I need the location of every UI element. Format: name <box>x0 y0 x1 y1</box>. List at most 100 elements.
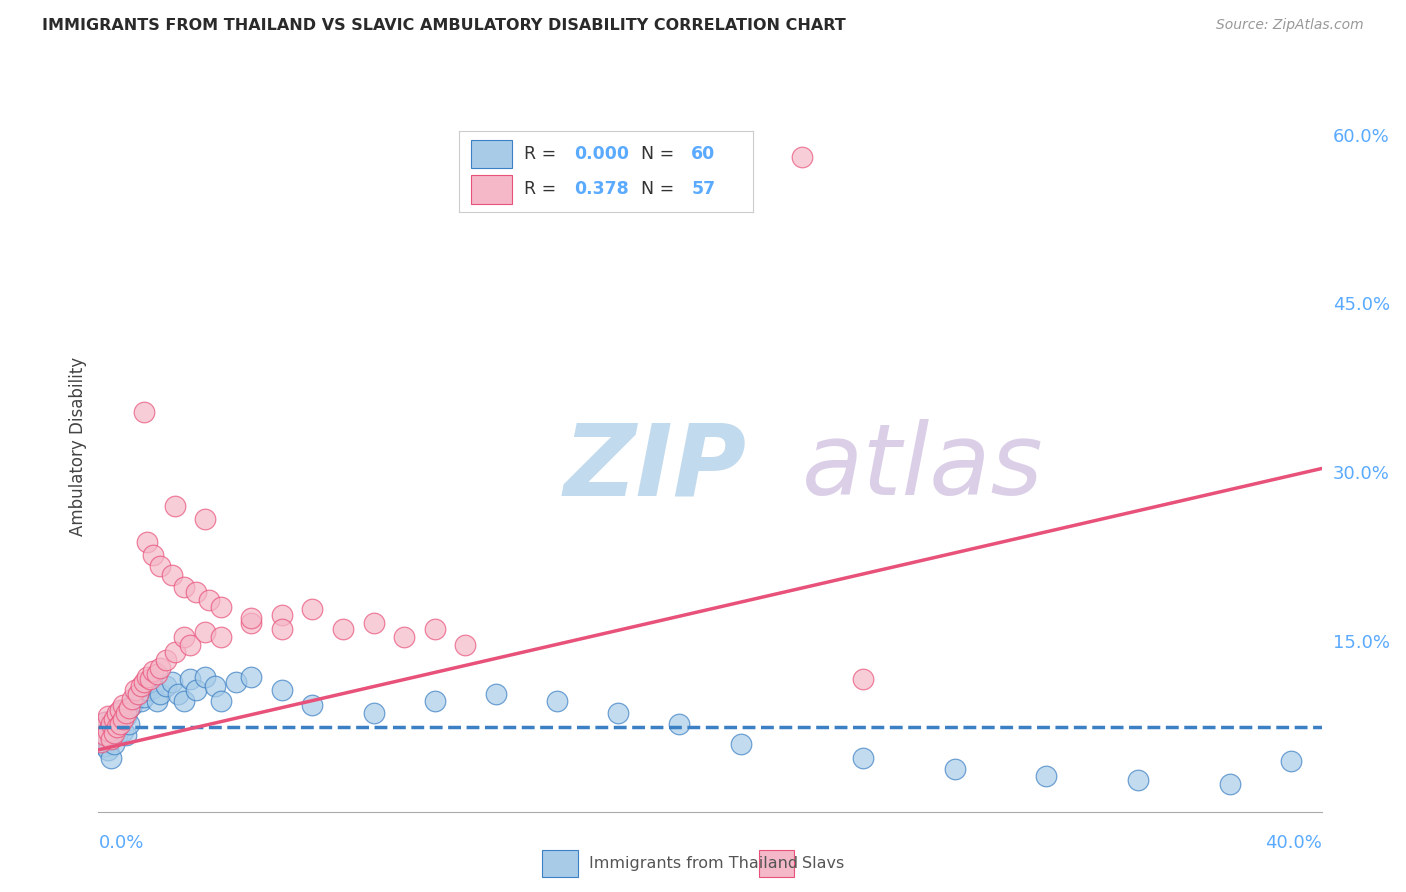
Point <box>97 709 120 723</box>
FancyBboxPatch shape <box>543 850 578 877</box>
Point <box>1279 754 1302 768</box>
Point <box>149 559 172 574</box>
Point <box>93 714 115 729</box>
Text: Immigrants from Thailand: Immigrants from Thailand <box>589 855 799 871</box>
Point <box>139 672 162 686</box>
Point <box>160 675 183 690</box>
Text: 40.0%: 40.0% <box>1265 834 1322 852</box>
Point <box>197 593 219 607</box>
Text: N =: N = <box>641 180 681 198</box>
FancyBboxPatch shape <box>471 175 512 204</box>
Point <box>186 585 208 599</box>
Point <box>149 661 172 675</box>
Point <box>1128 773 1150 788</box>
Text: ZIP: ZIP <box>564 419 747 516</box>
Text: Source: ZipAtlas.com: Source: ZipAtlas.com <box>1216 18 1364 32</box>
Point <box>108 720 131 734</box>
Text: R =: R = <box>524 180 567 198</box>
Point <box>179 638 201 652</box>
Point <box>546 694 568 708</box>
Point <box>105 728 128 742</box>
Point <box>163 645 186 659</box>
Point <box>423 623 446 637</box>
Point <box>103 713 125 727</box>
Point <box>301 698 323 712</box>
Point <box>111 713 134 727</box>
Point <box>100 717 122 731</box>
Point <box>121 692 143 706</box>
Point <box>111 723 134 738</box>
Point <box>668 717 690 731</box>
Text: 57: 57 <box>692 180 716 198</box>
Point <box>852 750 875 764</box>
Point <box>186 683 208 698</box>
Point <box>129 694 152 708</box>
Point <box>108 706 131 720</box>
Point <box>194 512 217 526</box>
Text: 15.0%: 15.0% <box>1333 634 1391 652</box>
Text: Slavs: Slavs <box>801 855 844 871</box>
Point <box>163 499 186 513</box>
Point <box>115 709 138 723</box>
Point <box>194 670 217 684</box>
Point <box>136 534 159 549</box>
Point <box>103 726 125 740</box>
Point <box>852 672 875 686</box>
Point <box>118 701 141 715</box>
Point <box>93 739 115 754</box>
Point <box>607 706 630 720</box>
Point <box>240 615 263 630</box>
Point <box>149 687 172 701</box>
Point <box>155 679 177 693</box>
Point <box>108 717 131 731</box>
Point <box>100 717 122 731</box>
Point <box>270 683 292 698</box>
Point <box>1219 776 1241 790</box>
Point <box>90 720 112 734</box>
Point <box>105 720 128 734</box>
Point <box>105 709 128 723</box>
Point <box>90 735 112 749</box>
Point <box>270 623 292 637</box>
Point <box>90 731 112 746</box>
Point <box>127 687 149 701</box>
Point <box>124 692 146 706</box>
Text: 45.0%: 45.0% <box>1333 296 1391 314</box>
Point <box>1035 769 1057 783</box>
Point <box>118 717 141 731</box>
Point <box>111 698 134 712</box>
Point <box>118 701 141 715</box>
Text: 0.0%: 0.0% <box>98 834 143 852</box>
Point <box>173 630 195 644</box>
Point <box>100 731 122 746</box>
Point <box>209 694 232 708</box>
Point <box>209 599 232 614</box>
Point <box>115 728 138 742</box>
Point <box>142 681 165 695</box>
Point <box>225 675 247 690</box>
Point <box>392 630 416 644</box>
Point <box>363 706 385 720</box>
FancyBboxPatch shape <box>471 139 512 169</box>
Point <box>100 731 122 746</box>
Point <box>136 683 159 698</box>
Text: IMMIGRANTS FROM THAILAND VS SLAVIC AMBULATORY DISABILITY CORRELATION CHART: IMMIGRANTS FROM THAILAND VS SLAVIC AMBUL… <box>42 18 846 33</box>
Text: atlas: atlas <box>801 419 1043 516</box>
Point <box>204 679 226 693</box>
Text: 60: 60 <box>692 145 716 163</box>
Point <box>129 679 152 693</box>
Point <box>173 694 195 708</box>
Point <box>93 714 115 729</box>
Point <box>155 653 177 667</box>
Point <box>136 670 159 684</box>
Point <box>103 726 125 740</box>
Point <box>142 664 165 678</box>
Point <box>100 750 122 764</box>
Point <box>423 694 446 708</box>
Text: 0.000: 0.000 <box>574 145 628 163</box>
Point <box>142 548 165 562</box>
Point <box>97 723 120 738</box>
Text: 30.0%: 30.0% <box>1333 465 1389 483</box>
Text: R =: R = <box>524 145 561 163</box>
Point <box>103 713 125 727</box>
